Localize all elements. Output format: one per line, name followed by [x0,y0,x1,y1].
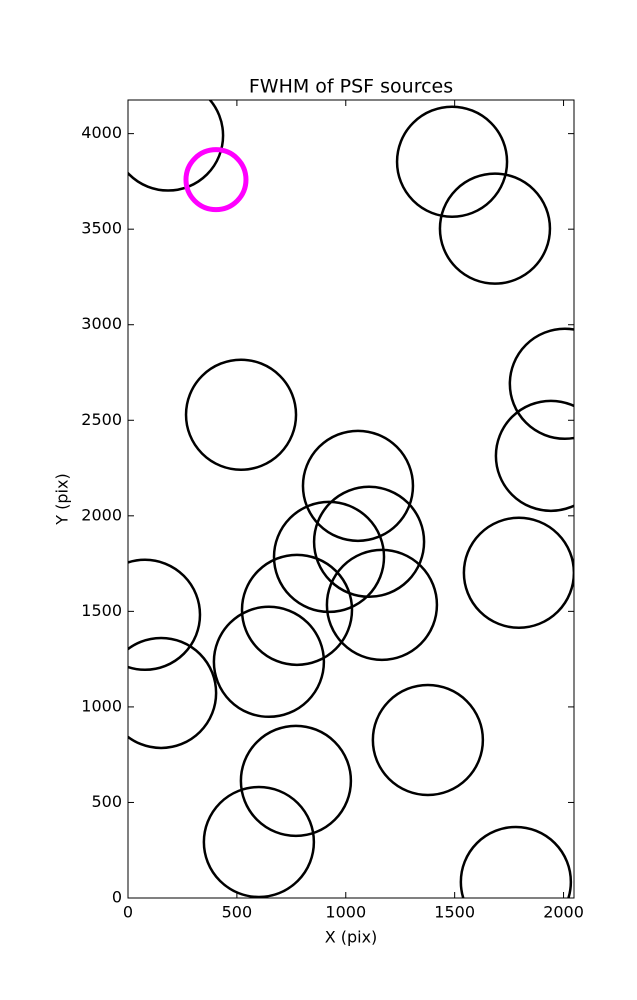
x-tick-label: 500 [222,903,253,922]
x-axis-label: X (pix) [325,928,378,947]
source-circle [184,358,298,471]
y-axis-label: Y (pix) [53,473,72,525]
source-circle [128,558,202,672]
x-tick-label: 2000 [543,903,584,922]
source-circle [462,516,574,629]
source-circle [312,485,426,599]
source-circle [128,100,225,192]
axes-frame [127,99,575,899]
x-tick-label: 1500 [434,903,475,922]
source-circle [272,500,386,614]
source-circle [395,105,509,218]
y-tick-label: 4000 [81,123,122,142]
y-tick-label: 2000 [81,505,122,524]
x-tick-label: 0 [123,903,133,922]
y-tick-label: 3000 [81,314,122,333]
source-circle [183,147,249,213]
plot-area [128,100,574,898]
y-tick-label: 0 [112,888,122,907]
source-circle [202,785,316,898]
source-circle [371,683,485,797]
source-circle [438,172,552,285]
source-circle [128,636,218,750]
source-circle [212,605,326,719]
source-circle [239,724,353,838]
source-circle [494,399,574,513]
chart-title: FWHM of PSF sources [249,76,453,98]
y-tick-label: 3500 [81,219,122,238]
y-tick-label: 500 [91,792,122,811]
y-tick-label: 2500 [81,410,122,429]
source-circle [459,825,573,898]
y-tick-label: 1500 [81,601,122,620]
x-tick-label: 1000 [325,903,366,922]
source-circle [508,327,574,441]
source-circle [325,548,439,662]
source-circle [240,553,354,667]
y-tick-label: 1000 [81,696,122,715]
source-circle [301,429,415,543]
